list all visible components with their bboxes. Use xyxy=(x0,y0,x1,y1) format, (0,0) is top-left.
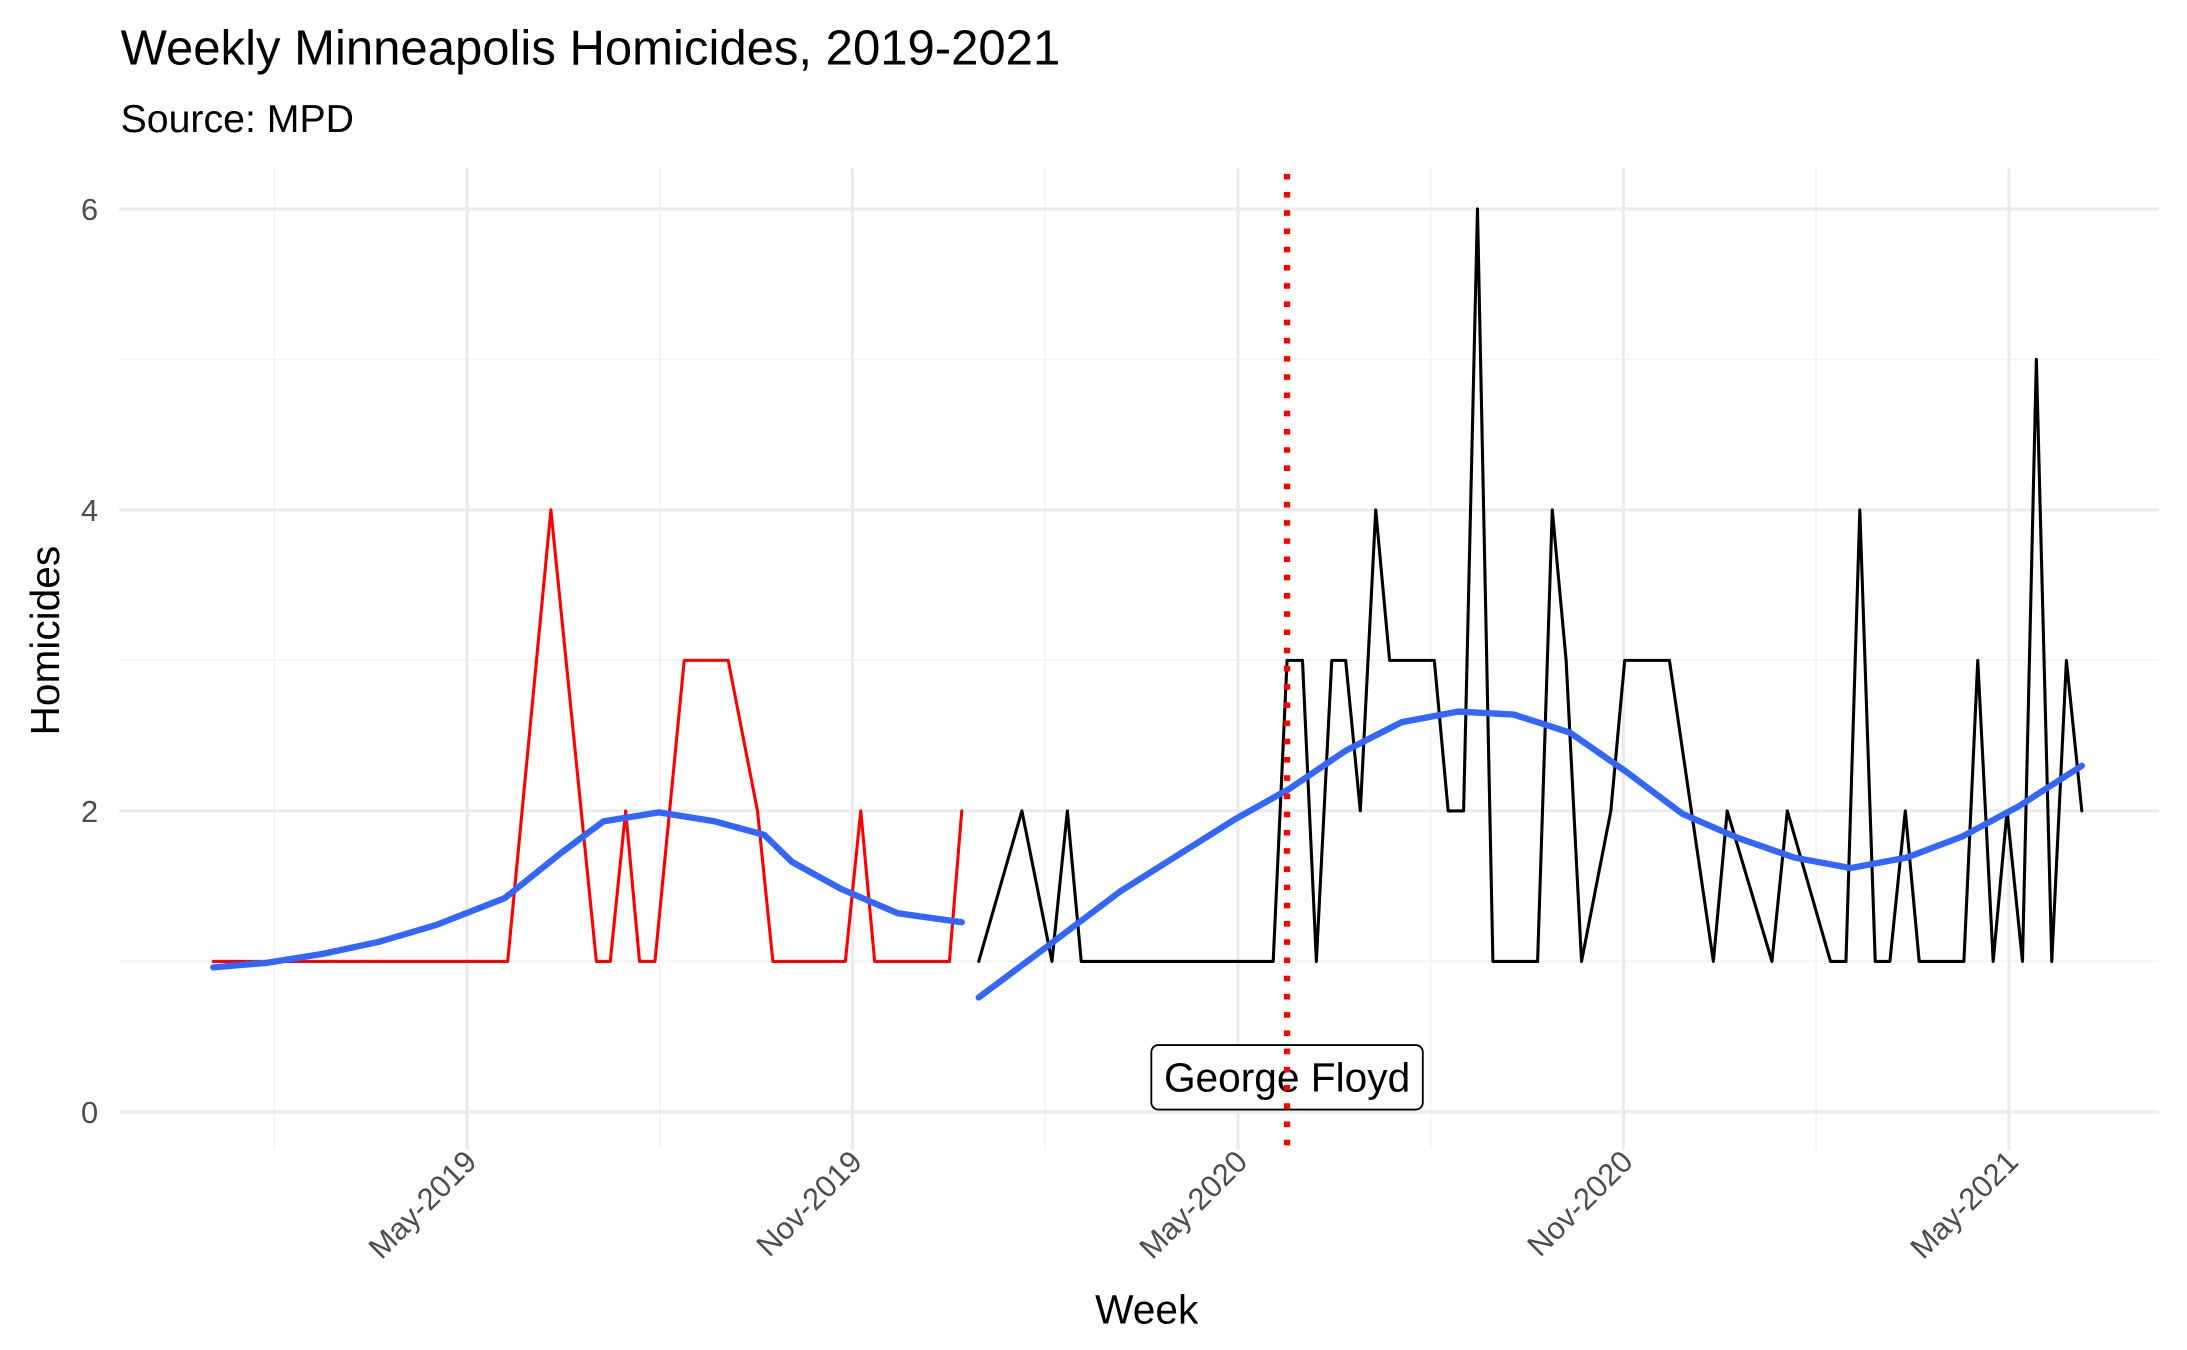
y-tick-label: 4 xyxy=(81,493,98,528)
y-tick-label: 2 xyxy=(81,794,98,829)
chart-subtitle: Source: MPD xyxy=(121,97,354,141)
y-tick-label: 0 xyxy=(81,1095,98,1130)
plot-area xyxy=(210,207,2085,1001)
chart-title: Weekly Minneapolis Homicides, 2019-2021 xyxy=(121,21,1061,75)
annotation-label: George Floyd xyxy=(1164,1054,1410,1100)
x-axis-title: Week xyxy=(1095,1286,1199,1332)
series-line xyxy=(210,809,965,971)
grid xyxy=(119,168,2159,1150)
y-tick-label: 6 xyxy=(81,192,98,227)
series-line xyxy=(975,708,2085,1001)
annotation: George Floyd xyxy=(1150,1044,1424,1111)
series-line xyxy=(211,508,964,963)
y-axis-title: Homicides xyxy=(22,546,68,736)
annotation-box xyxy=(1150,1044,1424,1111)
series-line xyxy=(977,207,2084,963)
